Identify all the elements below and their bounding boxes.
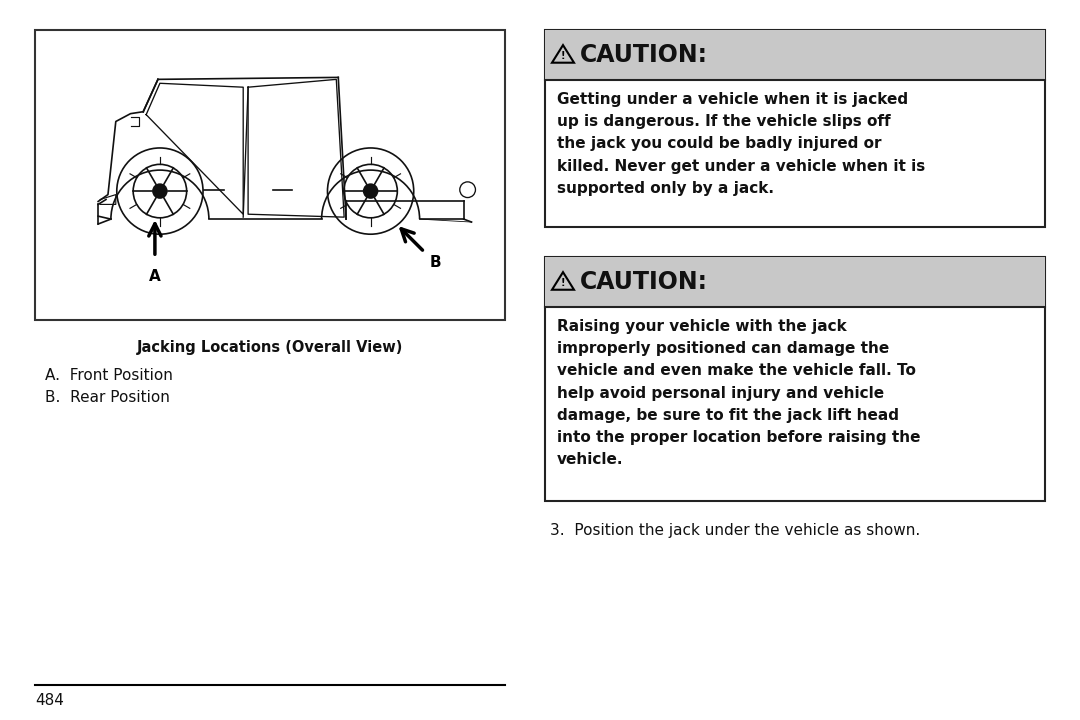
Bar bbox=[545, 30, 1045, 227]
Text: Getting under a vehicle when it is jacked
up is dangerous. If the vehicle slips : Getting under a vehicle when it is jacke… bbox=[557, 92, 926, 196]
Text: 3.  Position the jack under the vehicle as shown.: 3. Position the jack under the vehicle a… bbox=[550, 523, 920, 538]
Text: 484: 484 bbox=[35, 693, 64, 708]
Bar bbox=[545, 257, 1045, 307]
Text: !: ! bbox=[561, 51, 565, 61]
Text: B.  Rear Position: B. Rear Position bbox=[45, 390, 170, 405]
Text: CAUTION:: CAUTION: bbox=[580, 43, 708, 67]
Circle shape bbox=[363, 184, 378, 199]
Bar bbox=[545, 30, 1045, 80]
Text: A.  Front Position: A. Front Position bbox=[45, 368, 173, 383]
Text: !: ! bbox=[561, 278, 565, 288]
Text: A: A bbox=[149, 269, 161, 284]
Bar bbox=[35, 30, 505, 320]
Text: Jacking Locations (Overall View): Jacking Locations (Overall View) bbox=[137, 340, 403, 355]
Text: Raising your vehicle with the jack
improperly positioned can damage the
vehicle : Raising your vehicle with the jack impro… bbox=[557, 319, 920, 467]
Circle shape bbox=[152, 184, 167, 199]
Text: CAUTION:: CAUTION: bbox=[580, 270, 708, 294]
Bar bbox=[545, 257, 1045, 501]
Text: B: B bbox=[430, 255, 441, 270]
